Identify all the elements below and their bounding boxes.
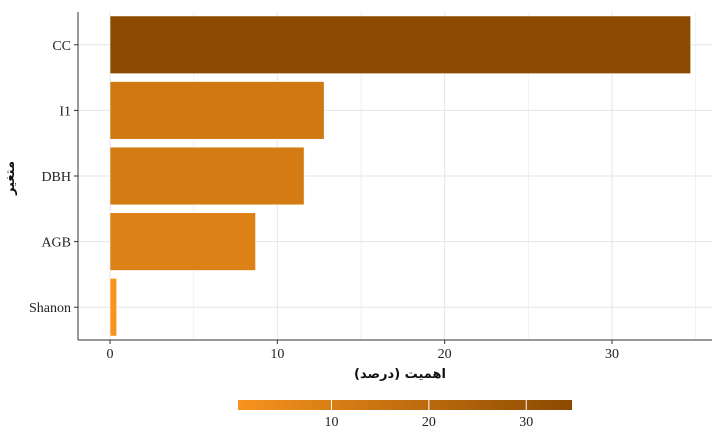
x-axis-title: اهمیت (درصد) (354, 367, 446, 382)
y-tick-label: AGB (41, 236, 71, 251)
colorbar-tick-label: 20 (422, 415, 436, 430)
y-tick-label: DBH (41, 170, 71, 185)
y-tick-label: CC (52, 39, 71, 54)
colorbar-legend: 10 20 30 (238, 400, 572, 430)
y-tick-label: Shanon (29, 301, 71, 316)
bar-i1 (109, 81, 325, 140)
x-tick-label: 20 (438, 347, 452, 362)
colorbar (238, 400, 572, 410)
colorbar-tick-label: 10 (324, 415, 338, 430)
y-tick-labels: CC I1 DBH AGB Shanon (29, 39, 78, 316)
bar-dbh (109, 146, 305, 206)
bars (109, 15, 691, 337)
y-axis-title: متغیر (3, 161, 18, 196)
x-tick-label: 0 (107, 347, 114, 362)
x-tick-label: 10 (270, 347, 284, 362)
x-tick-label: 30 (605, 347, 619, 362)
bar-shanon (109, 278, 117, 337)
y-tick-label: I1 (59, 104, 71, 119)
colorbar-tick-label: 30 (519, 415, 533, 430)
x-tick-labels: 0 10 20 30 (107, 340, 619, 362)
bar-cc (109, 15, 691, 74)
bar-agb (109, 212, 256, 271)
